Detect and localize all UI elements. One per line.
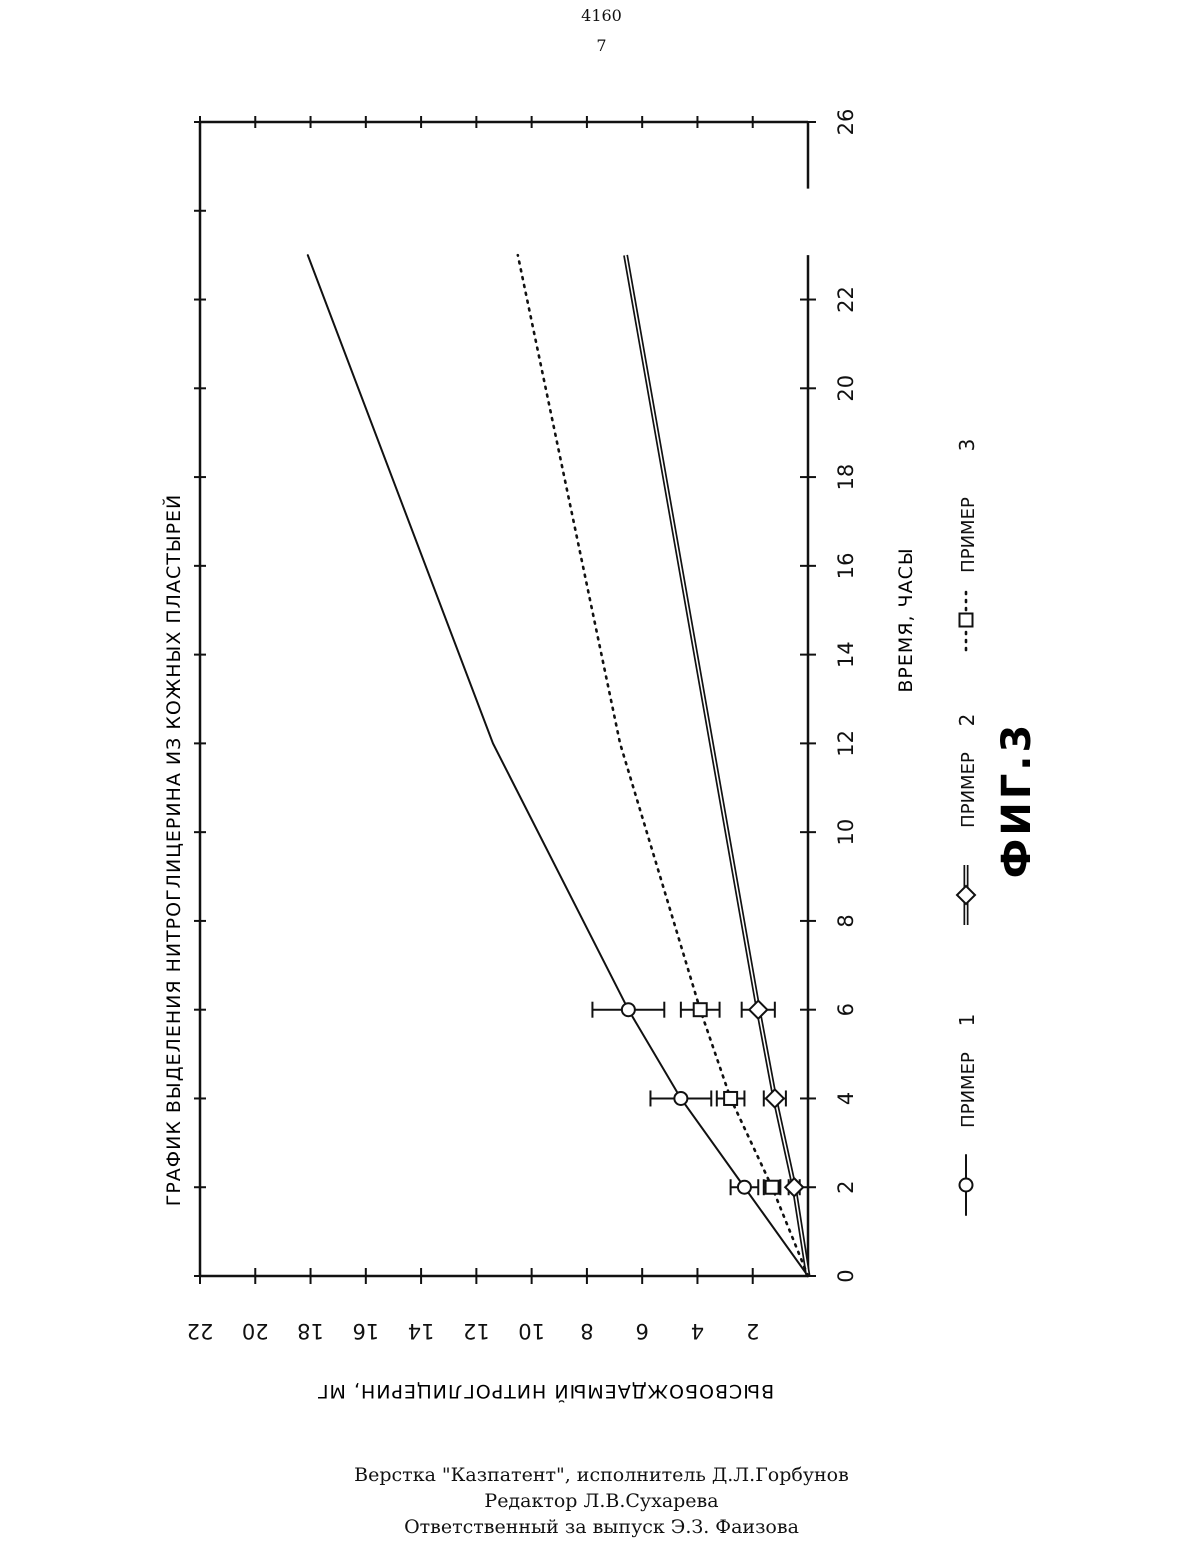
time-tick-label: 20 xyxy=(834,375,858,402)
series-line-1 xyxy=(308,255,808,1276)
amount-tick-label: 8 xyxy=(580,1319,593,1343)
data-point-square xyxy=(694,1003,707,1016)
time-axis-ticks: 0 2 4 6 8 10 12 14 16 18 20 22 26 xyxy=(194,109,858,1283)
amount-axis-ticks: 2 4 6 8 10 12 14 16 18 20 22 xyxy=(187,116,760,1343)
series-line-3 xyxy=(518,255,808,1276)
time-tick-label: 22 xyxy=(834,286,858,313)
amount-tick-label: 14 xyxy=(408,1319,435,1343)
data-point-square xyxy=(724,1092,737,1105)
amount-tick-label: 4 xyxy=(691,1319,704,1343)
legend-marker-square xyxy=(960,614,973,627)
time-tick-label: 26 xyxy=(834,109,858,136)
data-point-circle xyxy=(622,1003,635,1016)
amount-tick-label: 6 xyxy=(635,1319,648,1343)
legend-number: 3 xyxy=(955,439,979,452)
amount-tick-label: 2 xyxy=(746,1319,759,1343)
amount-tick-label: 12 xyxy=(463,1319,490,1343)
legend-label: ПРИМЕР xyxy=(958,497,979,573)
series-markers xyxy=(592,1001,803,1197)
legend-marker-circle xyxy=(960,1179,973,1192)
amount-axis-label: ВЫСВОБОЖДАЕМЫЙ НИТРОГЛИЦЕРИН, МГ xyxy=(316,1380,774,1403)
footer-line-typesetting: Верстка "Казпатент", исполнитель Д.Л.Гор… xyxy=(0,1464,1203,1486)
legend-label: ПРИМЕР xyxy=(958,752,979,828)
data-point-diamond xyxy=(766,1089,784,1107)
data-point-diamond xyxy=(749,1001,767,1019)
figure-label: ФИГ.3 xyxy=(994,722,1040,879)
series-lines xyxy=(308,255,808,1276)
time-tick-label: 2 xyxy=(834,1181,858,1194)
footer-line-editor: Редактор Л.В.Сухарева xyxy=(0,1490,1203,1512)
data-point-circle xyxy=(674,1092,687,1105)
data-point-circle xyxy=(738,1181,751,1194)
legend-number: 1 xyxy=(955,1014,979,1027)
time-tick-label: 16 xyxy=(834,552,858,579)
amount-tick-label: 18 xyxy=(297,1319,324,1343)
amount-tick-label: 10 xyxy=(518,1319,545,1343)
legend: ПРИМЕР 1 ПРИМЕР 2 ПРИМЕР 3 xyxy=(955,439,979,1215)
amount-tick-label: 20 xyxy=(242,1319,269,1343)
time-tick-label: 18 xyxy=(834,464,858,491)
time-tick-label: 12 xyxy=(834,730,858,757)
time-tick-label: 8 xyxy=(834,914,858,927)
data-point-square xyxy=(766,1181,779,1194)
amount-tick-label: 16 xyxy=(352,1319,379,1343)
time-tick-label: 14 xyxy=(834,641,858,668)
legend-number: 2 xyxy=(955,714,979,727)
time-tick-label: 0 xyxy=(834,1269,858,1282)
footer-line-responsible: Ответственный за выпуск Э.З. Фаизова xyxy=(0,1516,1203,1538)
time-tick-label: 6 xyxy=(834,1003,858,1016)
legend-label: ПРИМЕР xyxy=(958,1052,979,1128)
time-tick-label: 10 xyxy=(834,819,858,846)
amount-tick-label: 22 xyxy=(187,1319,214,1343)
chart-title: ГРАФИК ВЫДЕЛЕНИЯ НИТРОГЛИЦЕРИНА ИЗ КОЖНЫ… xyxy=(162,494,185,1207)
time-axis-label: ВРЕМЯ, ЧАСЫ xyxy=(895,547,917,692)
legend-marker-diamond xyxy=(957,886,975,904)
time-tick-label: 4 xyxy=(834,1092,858,1105)
